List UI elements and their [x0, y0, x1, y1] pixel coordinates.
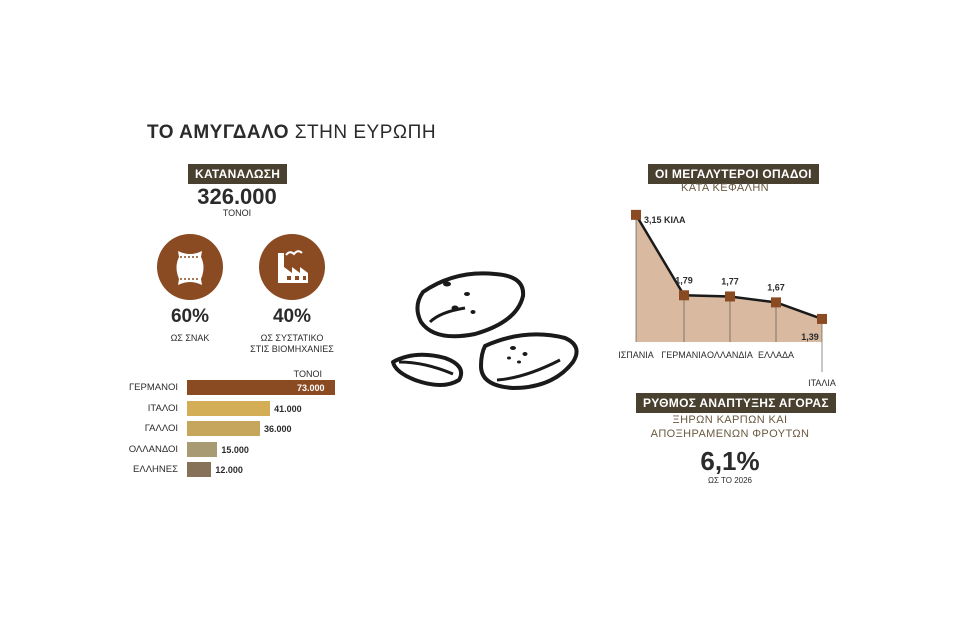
bar-category-label: ΟΛΛΑΝΔΟΙ [128, 443, 178, 455]
growth-note: ΩΣ ΤΟ 2026 [708, 476, 752, 485]
consumption-unit: ΤΟΝΟΙ [222, 208, 252, 218]
value-label: 1,39 [801, 332, 819, 342]
value-label: 1,77 [721, 276, 739, 286]
snack-percent: 60% [170, 306, 210, 327]
growth-value: 6,1% [700, 446, 760, 476]
title-light: ΣΤΗΝ ΕΥΡΩΠΗ [294, 122, 437, 143]
industry-percent: 40% [272, 306, 312, 327]
bar-value-label: 41.000 [274, 403, 302, 414]
title-bold: ΤΟ ΑΜΥΓΔΑΛΟ [147, 122, 290, 143]
data-point [725, 291, 735, 302]
bar-value-label: 15.000 [221, 444, 249, 455]
bar [187, 441, 218, 457]
bar-value-label: 73.000 [297, 383, 325, 393]
value-label: 1,67 [767, 282, 785, 292]
bar [187, 421, 260, 436]
factory-icon [259, 234, 325, 300]
bar-unit-label: ΤΟΝΟΙ [293, 369, 322, 379]
bar-value-label: 12.000 [215, 465, 243, 475]
category-label: ΙΤΑΛΙΑ [808, 378, 836, 388]
area-fill [636, 214, 822, 342]
data-point [771, 297, 781, 308]
bar [187, 380, 335, 395]
bar-category-label: ΙΤΑΛΟΙ [147, 402, 178, 414]
data-point [817, 313, 827, 324]
value-label: 3,15 ΚΙΛΑ [644, 215, 686, 225]
consumption-bar-chart: ΓΕΡΜΑΝΟΙ 73.000 ΙΤΑΛΟΙ 41.000 ΓΑΛΛΟΙ 36.000 ΟΛ… [110, 380, 340, 480]
consumption-value: 326.000 [197, 184, 277, 209]
growth-badge: ΡΥΘΜΟΣ ΑΝΑΠΤΥΞΗΣ ΑΓΟΡΑΣ [636, 393, 836, 413]
bar [187, 400, 271, 416]
industry-label-2: ΣΤΙΣ ΒΙΟΜΗΧΑΝΙΕΣ [250, 344, 334, 354]
fans-subtitle: ΚΑΤΑ ΚΕΦΑΛΗΝ [680, 182, 770, 194]
snack-label: ΩΣ ΣΝΑΚ [170, 333, 210, 343]
fans-badge: ΟΙ ΜΕΓΑΛΥΤΕΡΟΙ ΟΠΑΔΟΙ [648, 164, 819, 184]
data-point [679, 290, 689, 301]
category-label: ΟΛΛΑΝΔΙΑ [707, 350, 753, 360]
data-point [631, 209, 641, 220]
bar [187, 462, 212, 477]
category-label: ΙΣΠΑΝΙΑ [618, 350, 654, 360]
consumption-badge: ΚΑΤΑΝΑΛΩΣΗ [188, 164, 288, 184]
almond-illustration [391, 271, 579, 390]
value-label: 1,79 [675, 275, 693, 285]
per-capita-area-chart: 3,15 ΚΙΛΑ 1,79 1,77 1,67 1,39 ΙΣΠΑΝΙΑ ΓΕΡΜΑΝΙΑ… [618, 209, 836, 388]
bar-category-label: ΓΑΛΛΟΙ [144, 423, 178, 434]
industry-label-1: ΩΣ ΣΥΣΤΑΤΙΚΟ [260, 333, 324, 343]
page-title: ΤΟ ΑΜΥΓΔΑΛΟ ΣΤΗΝ ΕΥΡΩΠΗ [147, 122, 436, 144]
bar-value-label: 36.000 [263, 424, 292, 434]
sack-icon [157, 234, 223, 300]
growth-line-2: ΑΠΟΞΗΡΑΜΕΝΩΝ ΦΡΟΥΤΩΝ [650, 428, 810, 440]
category-label: ΕΛΛΑΔΑ [758, 350, 794, 360]
bar-category-label: ΕΛΛΗΝΕΣ [133, 464, 178, 475]
growth-line-1: ΞΗΡΩΝ ΚΑΡΠΩΝ ΚΑΙ [672, 414, 788, 426]
bar-category-label: ΓΕΡΜΑΝΟΙ [128, 382, 178, 393]
category-label: ΓΕΡΜΑΝΙΑ [661, 350, 706, 360]
